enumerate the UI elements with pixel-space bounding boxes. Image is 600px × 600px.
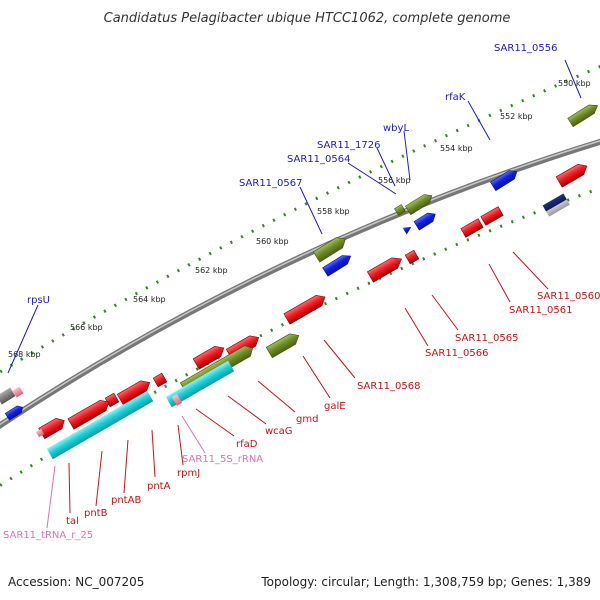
tick-label-556: 556 kbp bbox=[378, 176, 411, 185]
tick-label-554: 554 kbp bbox=[440, 144, 473, 153]
accession-text: Accession: NC_007205 bbox=[8, 575, 144, 589]
gene-blue-0567b[interactable] bbox=[322, 252, 354, 277]
gene-pntA[interactable] bbox=[116, 377, 152, 406]
tick-label-558: 558 kbp bbox=[317, 207, 350, 216]
label-pntAB[interactable]: pntAB bbox=[111, 495, 141, 506]
tick-label-566: 566 kbp bbox=[70, 323, 103, 332]
label-SAR11-0565[interactable]: SAR11_0565 bbox=[455, 333, 519, 344]
gene-rpsU[interactable] bbox=[4, 404, 25, 421]
gene-gray-0560c[interactable] bbox=[546, 199, 570, 217]
label-rfaK[interactable]: rfaK bbox=[445, 92, 466, 103]
gene-SAR11-0567[interactable] bbox=[312, 234, 348, 263]
tick-label-568: 568 kbp bbox=[8, 350, 41, 359]
label-SAR11-0564[interactable]: SAR11_0564 bbox=[287, 154, 351, 165]
gene-wcaG[interactable] bbox=[192, 343, 227, 370]
genome-backbone-highlight bbox=[0, 140, 600, 426]
gene-SAR11-0556[interactable] bbox=[567, 101, 600, 128]
gene-pink-left[interactable] bbox=[12, 386, 24, 398]
label-pntB[interactable]: pntB bbox=[84, 508, 108, 519]
gene-galE[interactable] bbox=[265, 330, 301, 359]
gene-SAR11-1726[interactable] bbox=[394, 204, 406, 216]
gene-wbyL[interactable] bbox=[405, 191, 434, 216]
upper-strand-genes bbox=[0, 101, 600, 421]
label-rpmJ[interactable]: rpmJ bbox=[177, 468, 200, 479]
tick-label-550: 550 kbp bbox=[558, 79, 591, 88]
gene-navy-0560b[interactable] bbox=[542, 193, 568, 213]
gene-SAR11-tRNA-r-25[interactable] bbox=[35, 428, 45, 438]
label-rpsU[interactable]: rpsU bbox=[27, 295, 50, 306]
lower-strand-genes bbox=[35, 161, 590, 460]
gene-SAR11-0560[interactable] bbox=[555, 161, 590, 188]
label-SAR11-5S-rRNA[interactable]: SAR11_5S_rRNA bbox=[182, 454, 263, 465]
genome-backbone bbox=[0, 138, 600, 429]
label-tal[interactable]: tal bbox=[66, 516, 79, 527]
label-rfaD[interactable]: rfaD bbox=[236, 439, 258, 450]
gene-SAR11-0565[interactable] bbox=[404, 249, 420, 265]
gene-gray-left[interactable] bbox=[0, 387, 16, 405]
label-wcaG[interactable]: wcaG bbox=[265, 426, 293, 437]
label-SAR11-tRNA-r-25[interactable]: SAR11_tRNA_r_25 bbox=[3, 530, 93, 541]
tick-label-560: 560 kbp bbox=[256, 237, 289, 246]
label-SAR11-0561[interactable]: SAR11_0561 bbox=[509, 305, 573, 316]
label-SAR11-0567[interactable]: SAR11_0567 bbox=[239, 178, 303, 189]
tick-label-552: 552 kbp bbox=[500, 112, 533, 121]
map-title: Candidatus Pelagibacter ubique HTCC1062,… bbox=[104, 11, 511, 26]
tick-labels: 550 kbp 552 kbp 554 kbp 556 kbp 558 kbp … bbox=[8, 79, 591, 359]
label-pntA[interactable]: pntA bbox=[147, 481, 171, 492]
leader-lines bbox=[7, 59, 582, 529]
gene-rpmJ[interactable] bbox=[152, 372, 168, 388]
label-wbyL[interactable]: wbyL bbox=[383, 123, 409, 134]
tick-label-562: 562 kbp bbox=[195, 266, 228, 275]
upper-gene-labels: SAR11_0556 rfaK wbyL SAR11_1726 SAR11_05… bbox=[27, 43, 558, 306]
label-SAR11-1726[interactable]: SAR11_1726 bbox=[317, 140, 381, 151]
gene-cyan-rfaD[interactable] bbox=[165, 360, 235, 408]
label-SAR11-0568[interactable]: SAR11_0568 bbox=[357, 381, 421, 392]
label-SAR11-0556[interactable]: SAR11_0556 bbox=[494, 43, 558, 54]
gene-SAR11-5S-rRNA[interactable] bbox=[171, 394, 183, 406]
gene-pntB[interactable] bbox=[46, 390, 154, 460]
gene-pntAB[interactable] bbox=[67, 397, 112, 430]
label-SAR11-0560[interactable]: SAR11_0560 bbox=[537, 291, 600, 302]
label-gmd[interactable]: gmd bbox=[296, 414, 318, 425]
gene-rfaK[interactable] bbox=[490, 167, 519, 192]
gene-SAR11-0561[interactable] bbox=[480, 206, 504, 226]
lower-gene-labels: SAR11_0560 SAR11_0561 SAR11_0565 SAR11_0… bbox=[3, 291, 600, 541]
gene-SAR11-0564[interactable] bbox=[413, 210, 438, 231]
label-galE[interactable]: galE bbox=[324, 401, 346, 412]
gene-SAR11-0561b[interactable] bbox=[460, 218, 484, 238]
gene-tal[interactable] bbox=[38, 415, 68, 440]
gene-SAR11-0566[interactable] bbox=[367, 254, 404, 283]
gene-SAR11-0568[interactable] bbox=[283, 292, 328, 325]
tick-label-564: 564 kbp bbox=[133, 295, 166, 304]
label-SAR11-0566[interactable]: SAR11_0566 bbox=[425, 348, 489, 359]
genome-summary-text: Topology: circular; Length: 1,308,759 bp… bbox=[260, 575, 591, 589]
gene-small-blue-1[interactable] bbox=[402, 223, 413, 235]
